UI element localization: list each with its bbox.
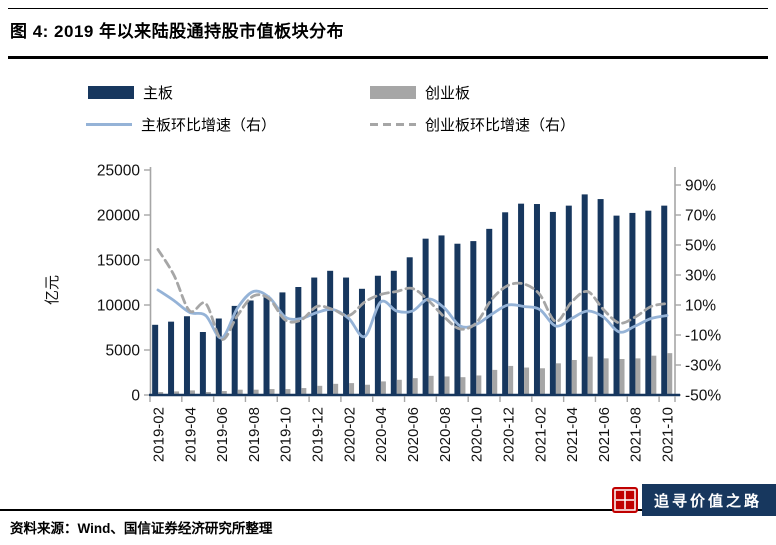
svg-text:2019-02: 2019-02 <box>150 407 167 462</box>
svg-text:2019-06: 2019-06 <box>214 407 231 462</box>
svg-text:2020-10: 2020-10 <box>469 407 486 462</box>
top-rule <box>8 8 768 9</box>
svg-text:2021-04: 2021-04 <box>564 407 581 462</box>
svg-text:-50%: -50% <box>685 388 721 405</box>
main-board-growth-line-swatch <box>86 123 132 126</box>
legend-item-main-board: 主板 <box>88 82 173 103</box>
legend-label-main-board: 主板 <box>143 85 174 102</box>
svg-text:0: 0 <box>131 388 140 405</box>
svg-text:2019-10: 2019-10 <box>278 407 295 462</box>
watermark-text-box: 追寻价值之路 <box>641 484 776 516</box>
svg-text:2021-10: 2021-10 <box>660 407 677 462</box>
svg-text:2020-12: 2020-12 <box>500 407 517 462</box>
legend-label-chinext: 创业板 <box>425 85 471 102</box>
chinext-bar-swatch <box>370 86 416 99</box>
svg-text:2020-02: 2020-02 <box>341 407 358 462</box>
title-rule <box>8 56 768 59</box>
svg-text:90%: 90% <box>685 178 716 195</box>
svg-text:10000: 10000 <box>97 298 140 315</box>
svg-text:5000: 5000 <box>106 343 141 360</box>
svg-text:2020-06: 2020-06 <box>405 407 422 462</box>
chart-canvas: 0 5000 10000 15000 20000 25000 亿元 -50% -30% -10% 1… <box>44 163 721 463</box>
chinext-growth-line-swatch <box>370 123 416 126</box>
legend-item-chinext: 创业板 <box>370 82 470 103</box>
svg-text:50%: 50% <box>685 238 716 255</box>
legend-item-chinext-growth: 创业板环比增速（右） <box>370 114 575 135</box>
main-board-bar-swatch <box>88 86 134 99</box>
svg-text:2021-06: 2021-06 <box>596 407 613 462</box>
legend-label-main-board-growth: 主板环比增速（右） <box>141 117 277 134</box>
watermark-text: 追寻价值之路 <box>653 492 762 510</box>
svg-text:20000: 20000 <box>97 208 140 225</box>
svg-text:亿元: 亿元 <box>44 275 61 305</box>
svg-text:70%: 70% <box>685 208 716 225</box>
svg-text:2020-04: 2020-04 <box>373 407 390 462</box>
watermark: 追寻价值之路 <box>611 484 776 516</box>
svg-text:25000: 25000 <box>97 163 140 180</box>
svg-text:2021-02: 2021-02 <box>532 407 549 462</box>
legend-label-chinext-growth: 创业板环比增速（右） <box>425 117 576 134</box>
svg-text:2019-04: 2019-04 <box>182 407 199 462</box>
svg-text:2019-08: 2019-08 <box>246 407 263 462</box>
svg-text:2019-12: 2019-12 <box>310 407 327 462</box>
source-text: 资料来源：Wind、国信证券经济研究所整理 <box>10 521 273 536</box>
svg-text:-30%: -30% <box>685 358 721 375</box>
watermark-seal-icon <box>611 487 638 513</box>
svg-text:10%: 10% <box>685 298 716 315</box>
figure-title: 图 4: 2019 年以来陆股通持股市值板块分布 <box>10 22 345 41</box>
svg-text:2021-08: 2021-08 <box>628 407 645 462</box>
svg-text:30%: 30% <box>685 268 716 285</box>
svg-text:15000: 15000 <box>97 253 140 270</box>
svg-text:-10%: -10% <box>685 328 721 345</box>
legend-item-main-board-growth: 主板环比增速（右） <box>86 114 276 135</box>
bottom-rule <box>0 509 776 511</box>
svg-text:2020-08: 2020-08 <box>437 407 454 462</box>
